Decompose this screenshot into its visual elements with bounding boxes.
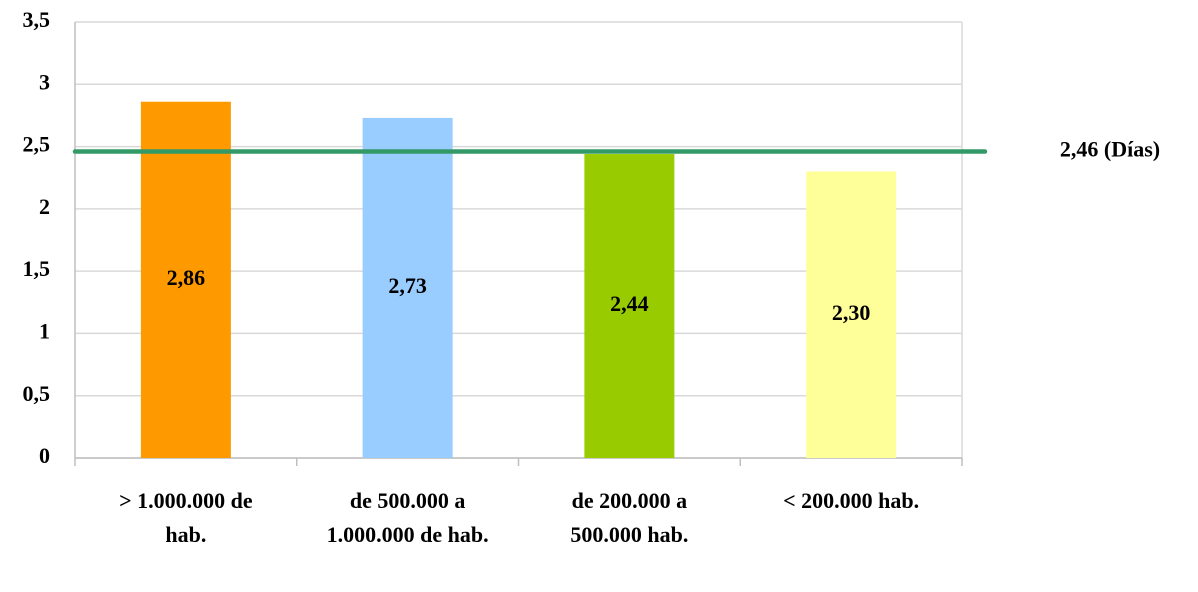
y-tick-label: 1 — [39, 318, 50, 343]
x-tick-label: < 200.000 hab. — [783, 488, 920, 513]
value-label: 2,30 — [832, 300, 871, 325]
bar — [362, 117, 453, 459]
y-tick-label: 3,5 — [23, 7, 51, 32]
x-tick-label: de 500.000 a 1.000.000 de hab. — [326, 488, 489, 547]
y-tick-label: 2,5 — [23, 132, 51, 157]
y-tick-label: 1,5 — [23, 256, 51, 281]
bar — [806, 171, 897, 458]
reference-label: 2,46 (Días) — [1060, 137, 1160, 162]
x-tick-label: > 1.000.000 de hab. — [119, 488, 253, 547]
value-label: 2,73 — [388, 273, 427, 298]
y-tick-label: 0 — [39, 443, 50, 468]
value-label: 2,44 — [610, 291, 649, 316]
y-tick-label: 3 — [39, 69, 50, 94]
bar — [584, 154, 675, 458]
y-tick-label: 2 — [39, 194, 50, 219]
x-tick-label: de 200.000 a 500.000 hab. — [570, 488, 689, 547]
bar — [140, 101, 231, 459]
y-tick-label: 0,5 — [23, 381, 51, 406]
value-label: 2,86 — [167, 265, 206, 290]
